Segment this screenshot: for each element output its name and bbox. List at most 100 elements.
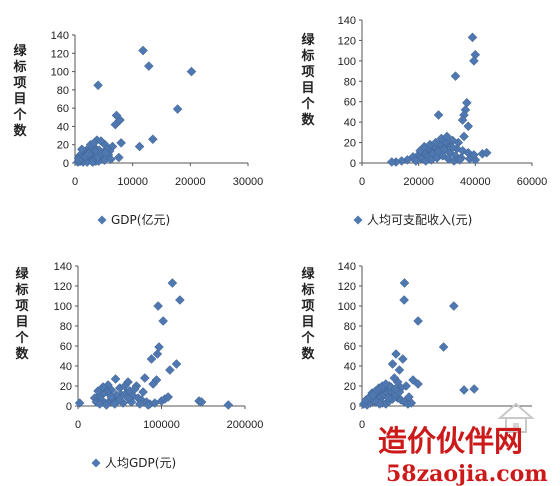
data-point [163, 392, 174, 402]
data-point [100, 148, 111, 158]
legend-label: GDP(亿元) [111, 212, 170, 227]
x-tick-label: 10000 [117, 176, 148, 188]
y-tick-label: 20 [60, 381, 72, 393]
data-point [172, 104, 183, 114]
data-point [147, 134, 158, 145]
data-point [383, 393, 394, 403]
y-tick-label: 80 [60, 321, 72, 333]
y-tick-label: 60 [344, 341, 356, 353]
data-point [454, 155, 465, 165]
data-point [433, 110, 444, 120]
scatter-panel-3: 0 20 40 60 80 100 120 140 0 100000 200000 绿标项目个数人均G… [14, 261, 263, 470]
scatter-panel-4: 0 20 40 60 80 100 120 140 0 绿标项目个数 [300, 261, 532, 431]
y-tick-label: 100 [338, 301, 356, 313]
data-point [481, 147, 492, 158]
data-point [119, 381, 130, 391]
data-point [134, 141, 145, 152]
data-point [106, 392, 117, 402]
watermark-sub-text: 58zaojia.com [386, 461, 548, 486]
data-point [92, 152, 103, 163]
y-tick-label: 140 [338, 261, 356, 273]
data-point [134, 399, 145, 409]
y-tick-label: 100 [54, 301, 72, 313]
y-tick-label: 0 [66, 401, 72, 413]
y-tick-label: 40 [60, 361, 72, 373]
data-point [116, 138, 126, 148]
data-point [114, 395, 125, 405]
y-tick-label: 120 [51, 48, 69, 60]
data-point [430, 137, 441, 148]
data-point [457, 115, 468, 125]
data-point [410, 156, 421, 166]
data-point [94, 399, 105, 409]
data-point [138, 45, 148, 56]
data-point [397, 354, 408, 364]
data-point [152, 349, 163, 359]
y-tick-label: 120 [338, 281, 356, 293]
y-axis-title: 绿标项目个数 [300, 32, 315, 128]
y-tick-label: 80 [344, 76, 356, 88]
x-tick-label: 40000 [460, 176, 491, 188]
y-tick-label: 60 [60, 341, 72, 353]
data-point [105, 154, 116, 165]
data-point [171, 359, 182, 369]
data-point [101, 400, 112, 410]
x-tick-label: 20000 [403, 176, 434, 188]
x-tick-label: 0 [72, 176, 78, 188]
x-tick-label: 60000 [517, 176, 548, 188]
y-tick-label: 20 [344, 138, 356, 150]
data-point [175, 295, 185, 305]
watermark-house-logo [497, 402, 535, 433]
x-tick-label: 100000 [143, 419, 180, 431]
y-tick-label: 60 [57, 103, 69, 115]
data-point [450, 71, 461, 82]
data-point [389, 373, 400, 383]
data-point [154, 342, 164, 352]
data-point [98, 382, 108, 392]
data-point [113, 152, 124, 163]
data-point [394, 365, 405, 375]
data-point [146, 354, 157, 364]
data-point [461, 97, 472, 108]
y-tick-label: 100 [338, 56, 356, 68]
scatter-panel-1: 0 20 40 60 80 100 120 140 0 10000 20000 30000 绿标项目个数… [12, 30, 263, 227]
data-point [158, 316, 169, 326]
legend-label: 人均可支配收入(元) [367, 213, 472, 227]
data-point [459, 131, 469, 142]
data-point [74, 155, 84, 166]
y-tick-label: 20 [344, 381, 356, 393]
y-tick-label: 40 [57, 121, 69, 133]
y-tick-label: 120 [338, 35, 356, 47]
data-point [143, 61, 154, 71]
data-point [463, 121, 474, 132]
data-point [89, 138, 99, 148]
x-tick-label: 20000 [175, 176, 206, 188]
y-tick-label: 20 [57, 140, 69, 152]
y-tick-label: 140 [338, 15, 356, 27]
x-tick-label: 30000 [233, 176, 264, 188]
legend-marker [97, 215, 107, 225]
data-point [447, 142, 458, 153]
data-point [404, 392, 414, 402]
y-tick-label: 60 [344, 97, 356, 109]
y-tick-label: 40 [344, 117, 356, 129]
x-tick-label: 0 [75, 419, 81, 431]
data-point [167, 278, 178, 288]
x-tick-label: 200000 [227, 419, 264, 431]
y-tick-label: 80 [57, 85, 69, 97]
data-point [467, 32, 478, 43]
y-tick-label: 100 [51, 67, 69, 79]
y-tick-label: 80 [344, 321, 356, 333]
x-tick-label: 0 [359, 419, 365, 431]
y-axis-title: 绿标项目个数 [14, 266, 29, 362]
data-point [83, 149, 94, 159]
data-point [93, 80, 103, 91]
data-point [390, 384, 401, 394]
y-tick-label: 140 [51, 30, 69, 42]
data-point [110, 119, 121, 130]
data-point [96, 136, 106, 146]
data-point [399, 295, 410, 305]
data-point [77, 144, 87, 155]
data-point [129, 384, 140, 394]
